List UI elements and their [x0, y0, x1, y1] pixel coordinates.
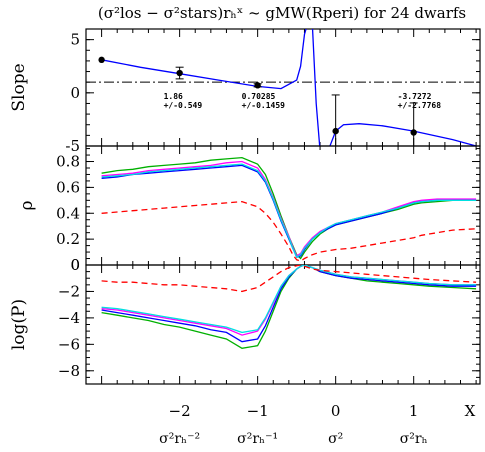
series-line-4	[101, 200, 477, 262]
data-point	[176, 69, 183, 77]
y-tick-label: −8	[58, 362, 80, 380]
y-axis-label: ρ	[17, 201, 37, 211]
annotation-value: -3.7272	[398, 92, 432, 101]
y-tick-label: 0.8	[56, 153, 80, 171]
x-axis-labels: −2 σ²rₕ⁻² −1 σ²rₕ⁻¹ 0 σ² 1 σ²rₕ X	[159, 402, 475, 447]
y-tick-label: 0.2	[56, 230, 80, 248]
x-tick-label: 0	[331, 402, 341, 420]
fit-curve	[101, 29, 477, 146]
y-tick-label: −6	[58, 335, 80, 353]
annotation-error: +/-0.549	[164, 101, 203, 110]
annotation-value: 1.86	[164, 92, 183, 101]
chart-title: (σ²los − σ²stars)rₕˣ ~ gMW(Rperi) for 24…	[98, 4, 466, 22]
panel-frame	[85, 145, 481, 266]
x-tick-name: σ²rₕ	[400, 431, 428, 447]
y-tick-label: 0.6	[56, 178, 80, 196]
data-point	[410, 129, 417, 136]
panel-slope: -5 0 5 Slope 1.86+/-0.549 0.70285+/-0.1459 -3.…	[9, 28, 481, 155]
series-line-4	[101, 265, 477, 293]
series-line-0	[101, 265, 477, 349]
y-tick-label: 0.4	[56, 204, 80, 222]
annotation-error: +/-2.7768	[398, 101, 442, 110]
series-line-3	[101, 265, 477, 334]
annotation-error: +/-0.1459	[242, 101, 286, 110]
x-tick-name: σ²	[328, 431, 343, 447]
annotation-value: 0.70285	[242, 92, 276, 101]
y-axis-label: log(P)	[9, 299, 29, 350]
y-tick-label: -5	[65, 137, 80, 155]
series-line-1	[101, 265, 477, 343]
x-tick-label: −2	[169, 402, 191, 420]
y-tick-label: 0	[70, 256, 80, 274]
data-point	[332, 127, 339, 135]
y-tick-label: −4	[58, 309, 80, 327]
y-tick-label: −2	[58, 282, 80, 300]
y-tick-label: 0	[70, 84, 80, 102]
y-tick-label: 0	[70, 256, 80, 274]
data-point	[254, 82, 261, 89]
panel-rho: 0 0.2 0.4 0.6 0.8 ρ	[17, 145, 481, 274]
series-line-2	[101, 164, 477, 259]
x-tick-label: −1	[247, 402, 269, 420]
panel-logp: −8 −6 −4 −2 0 log(P)	[9, 256, 481, 385]
x-end-label: X	[465, 402, 476, 420]
series-line-3	[101, 163, 477, 259]
x-tick-name: σ²rₕ⁻²	[159, 431, 200, 447]
y-tick-label: 5	[70, 31, 80, 49]
series-line-1	[101, 160, 477, 257]
x-tick-name: σ²rₕ⁻¹	[237, 431, 278, 447]
data-point	[98, 56, 105, 64]
x-tick-label: 1	[409, 402, 419, 420]
y-axis-label: Slope	[9, 63, 29, 111]
